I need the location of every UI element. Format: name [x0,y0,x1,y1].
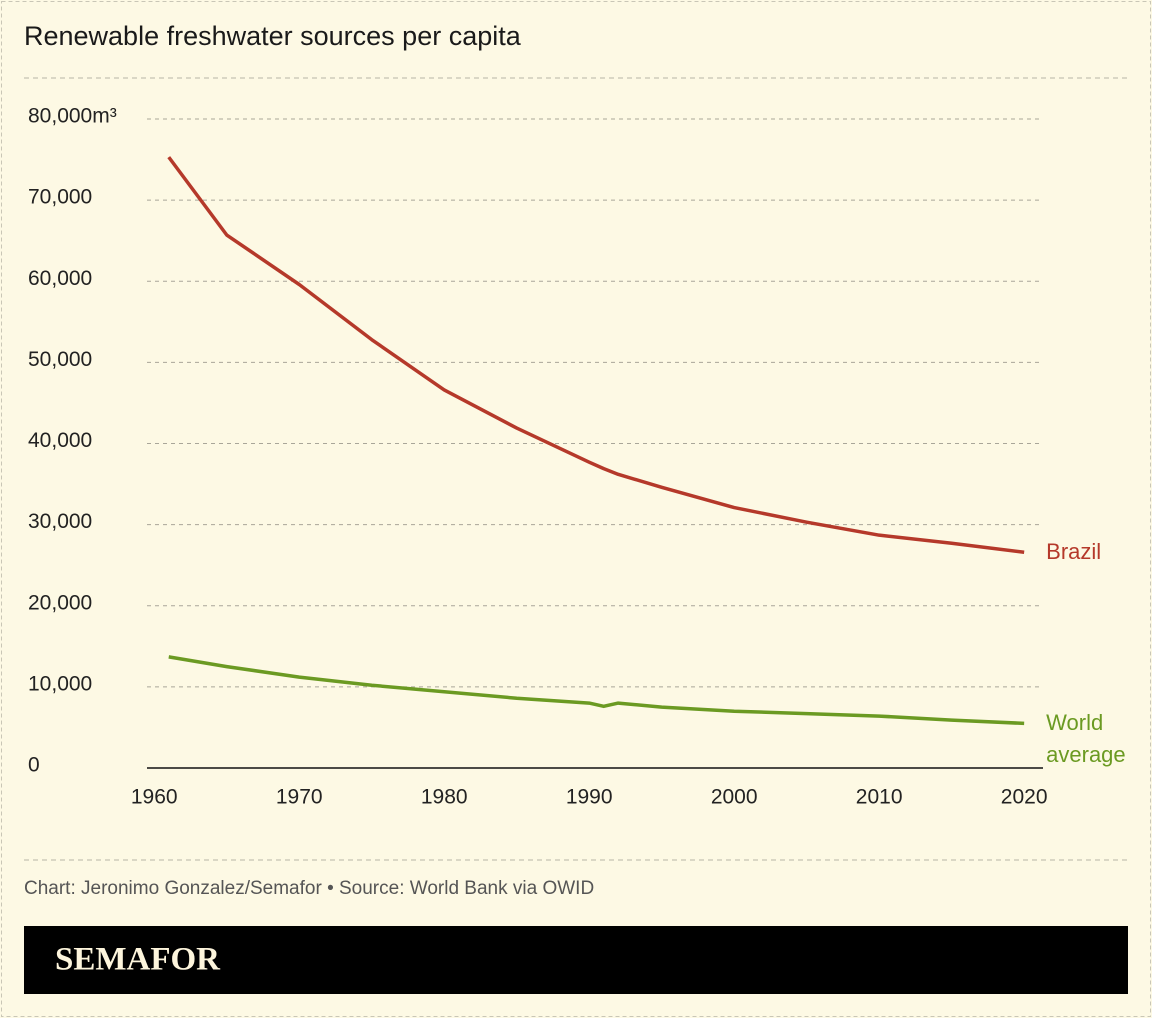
brand-logo: SEMAFOR [55,942,221,978]
x-tick-label: 1960 [131,786,178,809]
x-tick-label: 1990 [566,786,613,809]
series-label-text: World average [1046,710,1126,768]
series-line [168,655,1025,726]
series-label-text: Brazil [1046,539,1102,565]
y-tick-label: 50,000 [28,348,92,371]
credit: Chart: Jeronimo Gonzalez/Semafor • Sourc… [24,878,594,899]
y-tick-label: 10,000 [28,672,92,695]
x-tick-label: 2010 [856,786,903,809]
y-tick-label: 20,000 [28,591,92,614]
x-tick-label: 1970 [276,786,323,809]
y-tick-label: 80,000m³ [28,105,117,128]
y-tick-label: 0 [28,754,40,777]
series-label: World average [1046,710,1126,768]
y-tick-label: 40,000 [28,429,92,452]
brand-bar [24,926,1128,994]
y-tick-label: 70,000 [28,186,92,209]
series-label: Brazil [1046,539,1102,565]
x-tick-label: 2000 [711,786,758,809]
x-tick-label: 1980 [421,786,468,809]
y-tick-label: 60,000 [28,267,92,290]
x-tick-label: 2020 [1001,786,1048,809]
y-tick-label: 30,000 [28,510,92,533]
series-line [167,156,1025,554]
chart-title: Renewable freshwater sources per capita [24,21,522,51]
